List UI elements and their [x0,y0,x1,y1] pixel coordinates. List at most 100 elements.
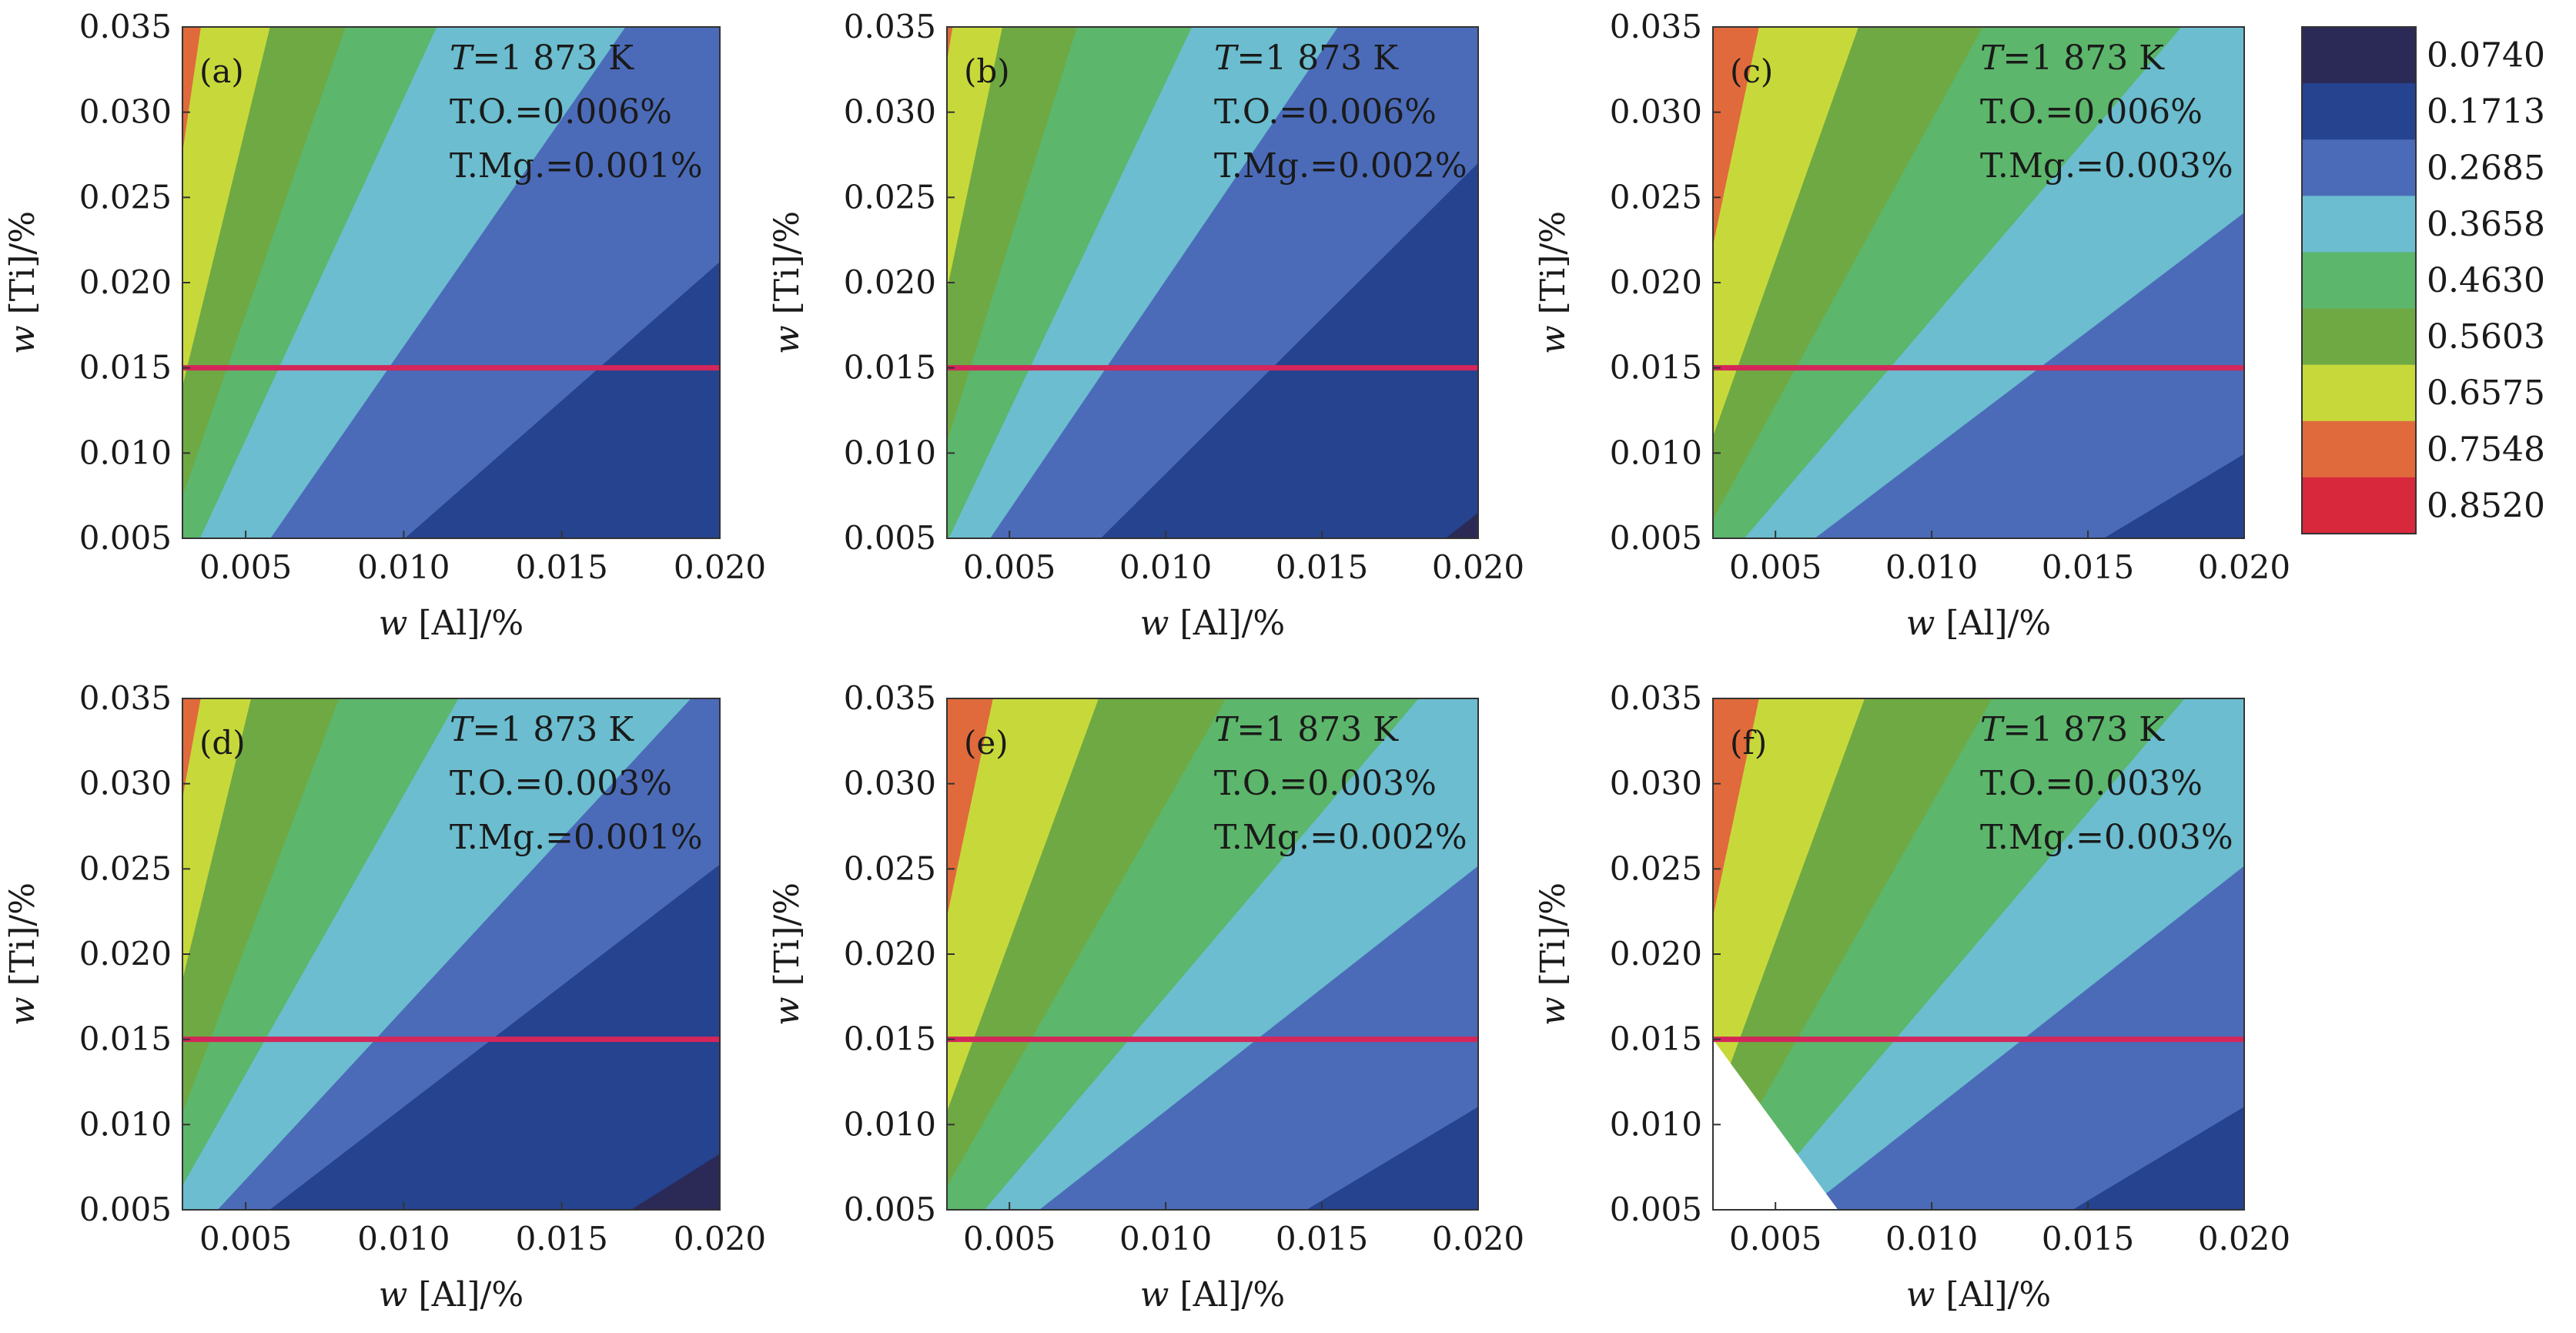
contour-area [182,27,720,538]
y-tick-label: 0.015 [844,349,936,387]
x-tick-label: 0.020 [1432,1220,1524,1258]
y-tick-label: 0.010 [79,1105,172,1143]
annotation-line-2: T.O.=0.003% [1980,764,2203,803]
contour-area [947,27,1478,538]
x-tick-label: 0.015 [1276,1220,1368,1258]
colorbar-tick-label: 0.5603 [2427,317,2545,357]
y-tick-label: 0.010 [1610,434,1702,471]
contour-band-6 [182,27,201,153]
y-tick-label: 0.035 [79,679,172,717]
annotation-line-2: T.O.=0.006% [450,92,672,132]
x-tick-label: 0.005 [199,1220,292,1258]
x-tick-label: 0.005 [1729,548,1822,586]
y-tick-label: 0.005 [844,1191,936,1228]
y-tick-label: 0.010 [79,434,172,471]
x-axis-label: w [Al]/% [1140,1275,1285,1315]
contour-band-6 [1713,698,1759,917]
contour-area [1713,27,2244,538]
contour-band-7 [947,27,953,62]
x-tick-label: 0.020 [2198,1220,2290,1258]
panel-tag: (f) [1730,724,1767,762]
colorbar-tick-label: 0.7548 [2427,430,2545,469]
contour-area [947,698,1478,1210]
x-axis-label: w [Al]/% [1906,604,2051,643]
contour-band-6 [947,27,1003,290]
panel-tag: (d) [199,724,246,762]
y-tick-label: 0.035 [79,8,172,45]
x-tick-label: 0.020 [674,548,766,586]
contour-band-6 [182,698,252,980]
y-tick-label: 0.010 [1610,1105,1702,1143]
annotation-line-1: T=1 873 K [1980,710,2165,749]
colorbar: 0.0740 0.1713 0.2685 0.3658 0.4630 0.5603 0.65… [2301,26,2545,534]
y-tick-label: 0.005 [1610,1191,1702,1228]
y-axis-label: w [Ti]/% [768,211,807,354]
contour-area [182,698,720,1210]
y-tick-label: 0.030 [1610,765,1702,802]
annotation-line-1: T=1 873 K [1214,710,1399,749]
annotation-line-2: T.O.=0.006% [1980,92,2203,132]
x-tick-label: 0.010 [1885,548,1978,586]
annotation-line-2: T.O.=0.006% [1214,92,1437,132]
y-tick-label: 0.010 [844,1105,936,1143]
contour-band-6 [947,698,993,917]
y-tick-label: 0.035 [1610,8,1702,45]
x-tick-label: 0.020 [2198,548,2290,586]
panel-a: 0.005 0.010 0.015 0.020 0.005 0.010 0.015 0.020… [3,8,766,643]
y-tick-label: 0.005 [79,1191,172,1228]
y-tick-label: 0.020 [79,935,172,973]
annotation-line-1: T=1 873 K [1980,39,2165,78]
y-tick-label: 0.015 [79,349,172,387]
y-axis-label: w [Ti]/% [3,883,42,1026]
y-tick-label: 0.015 [1610,349,1702,387]
y-tick-label: 0.025 [1610,178,1702,216]
panel-tag: (b) [964,52,1010,90]
y-tick-label: 0.015 [844,1020,936,1058]
colorbar-swatch-6 [2302,308,2416,366]
annotation-line-3: T.Mg.=0.003% [1980,146,2233,186]
x-tick-label: 0.005 [963,1220,1055,1258]
y-axis-label: w [Ti]/% [1534,883,1573,1026]
colorbar-swatch-7 [2302,364,2416,422]
y-tick-label: 0.030 [1610,93,1702,131]
colorbar-frame [2301,26,2417,534]
colorbar-swatch-5 [2302,252,2416,310]
x-tick-label: 0.020 [674,1220,766,1258]
y-tick-label: 0.005 [79,519,172,557]
y-tick-label: 0.015 [1610,1020,1702,1058]
x-tick-label: 0.010 [1119,548,1212,586]
x-axis-label: w [Al]/% [1906,1275,2051,1315]
panel-tag: (a) [199,52,244,90]
y-tick-label: 0.025 [844,849,936,887]
y-axis-label: w [Ti]/% [1534,211,1573,354]
x-tick-label: 0.010 [1885,1220,1978,1258]
colorbar-swatch-1 [2302,27,2416,84]
x-tick-label: 0.015 [516,548,608,586]
x-tick-label: 0.020 [1432,548,1524,586]
contour-band-5 [1713,27,1858,437]
y-tick-label: 0.020 [1610,263,1702,301]
colorbar-swatch-8 [2302,420,2416,478]
y-axis-label: w [Ti]/% [768,883,807,1026]
contour-band-6 [1713,27,1759,246]
y-tick-label: 0.005 [844,519,936,557]
annotation-line-3: T.Mg.=0.001% [450,146,703,186]
x-tick-label: 0.010 [357,548,450,586]
y-tick-label: 0.030 [79,93,172,131]
annotation-line-3: T.Mg.=0.002% [1214,818,1467,857]
x-axis-label: w [Al]/% [379,604,524,643]
colorbar-tick-label: 0.2685 [2427,149,2545,188]
contour-band-7 [182,698,201,799]
colorbar-swatch-3 [2302,139,2416,196]
colorbar-tick-label: 0.6575 [2427,373,2545,413]
panel-tag: (e) [964,724,1009,762]
x-tick-label: 0.010 [1119,1220,1212,1258]
y-tick-label: 0.030 [844,93,936,131]
panel-f: 0.005 0.010 0.015 0.020 0.005 0.010 0.015 0.020… [1534,679,2290,1315]
y-tick-label: 0.005 [1610,519,1702,557]
annotation-line-1: T=1 873 K [450,39,634,78]
x-tick-label: 0.015 [2042,548,2134,586]
y-tick-label: 0.030 [844,765,936,802]
panel-b: 0.005 0.010 0.015 0.020 0.005 0.010 0.015 0.020… [768,8,1524,643]
